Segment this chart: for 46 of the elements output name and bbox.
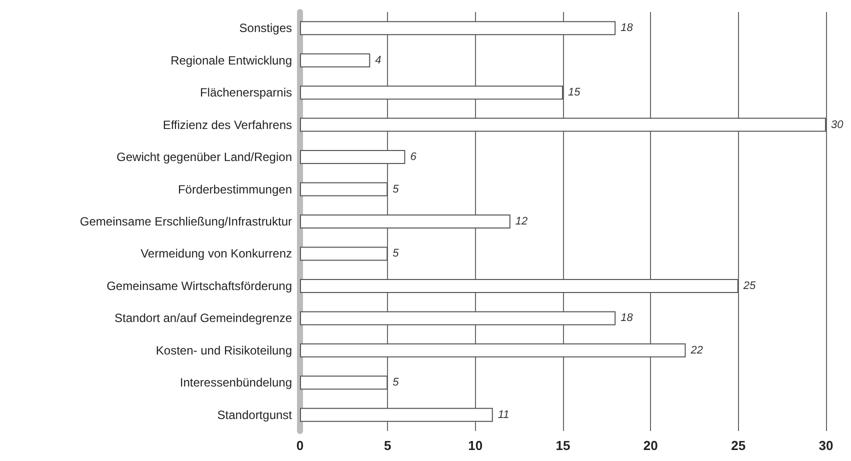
bar [300,53,370,68]
data-label: 5 [392,183,400,196]
y-tick-label: Flächenersparnis [200,86,292,100]
bar [300,150,406,164]
bar [300,278,738,293]
x-tick-label: 25 [731,438,746,453]
x-tick-label: 0 [296,438,304,453]
data-label: 25 [742,280,756,292]
bar [300,86,563,100]
x-tick-label: 5 [384,438,392,453]
data-label: 22 [690,344,703,356]
y-tick-label: Regionale Entwicklung [170,53,292,68]
data-label: 6 [410,151,418,164]
data-label: 12 [515,216,528,228]
y-tick-label: Vermeidung von Konkurrenz [140,246,292,261]
y-tick-label: Kosten- und Risikoteilung [156,343,292,358]
y-tick-label: Gemeinsame Erschließung/Infrastruktur [80,214,292,228]
data-label: 11 [498,408,510,421]
bar [300,214,510,228]
y-tick-label: Interessenbündelung [180,376,292,390]
x-tick-label: 15 [556,438,570,453]
y-tick-label: Gewicht gegenüber Land/Region [116,150,292,164]
bar [300,182,388,196]
y-tick-label: Standortgunst [217,408,293,422]
y-tick-label: Effizienz des Verfahrens [162,118,292,132]
bar [300,21,616,36]
x-tick-label: 10 [468,438,483,453]
y-tick-label: Förderbestimmungen [178,182,292,196]
y-tick-label: Gemeinsame Wirtschaftsförderung [106,278,292,293]
data-label: 15 [568,86,582,99]
bar [300,376,388,390]
data-label: 18 [620,312,634,324]
bar [300,408,493,422]
data-label: 5 [392,248,400,260]
bar [300,311,616,326]
data-label: 4 [375,54,382,66]
data-label: 5 [392,376,400,389]
data-label: 30 [831,118,844,131]
y-tick-label: Sonstiges [239,21,292,36]
bar [300,343,686,358]
bar [300,246,388,261]
y-tick-label: Standort an/auf Gemeindegrenze [114,311,292,326]
x-tick-label: 20 [643,438,658,453]
bar [300,118,826,132]
data-label: 18 [620,22,634,34]
x-tick-label: 30 [818,438,834,453]
